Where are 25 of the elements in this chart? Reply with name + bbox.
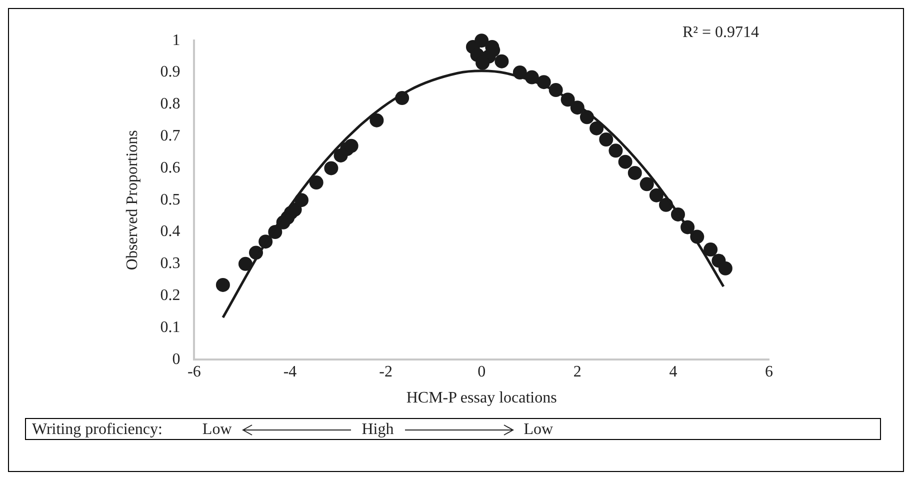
- text: Writing proficiency:: [32, 421, 162, 438]
- y-tick-label: 0.8: [160, 96, 180, 113]
- y-tick-label: 0.2: [160, 287, 180, 304]
- y-tick-label: 0.6: [160, 159, 180, 176]
- text: High: [362, 421, 394, 438]
- text: Low: [202, 421, 232, 438]
- x-tick-label: -2: [379, 363, 392, 380]
- x-tick-label: 2: [573, 363, 582, 380]
- x-tick-label: 4: [669, 363, 678, 380]
- y-tick-label: 0.7: [160, 128, 180, 145]
- annotation: R² = 0.9714: [682, 24, 759, 42]
- y-axis-title: Observed Proportions: [124, 130, 141, 270]
- text: Low: [524, 421, 554, 438]
- x-tick-label: 0: [478, 363, 486, 380]
- y-tick-label: 1: [172, 32, 180, 49]
- y-tick-label: 0.5: [160, 191, 180, 208]
- y-tick-label: 0.1: [160, 318, 180, 336]
- x-tick-label: -6: [188, 363, 201, 380]
- y-tick-label: 0.3: [160, 255, 180, 272]
- y-tick-label: 0: [172, 350, 180, 368]
- y-tick-label: 0.4: [160, 223, 180, 240]
- y-tick-label: 0.9: [160, 64, 180, 81]
- x-tick-label: -4: [283, 363, 297, 380]
- x-axis-title: HCM-P essay locations: [406, 390, 557, 407]
- x-tick-label: 6: [765, 363, 773, 380]
